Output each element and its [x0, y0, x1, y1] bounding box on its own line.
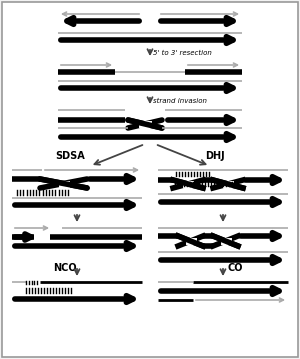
- Text: strand invasion: strand invasion: [153, 98, 207, 104]
- Text: NCO: NCO: [53, 263, 76, 273]
- Text: SDSA: SDSA: [55, 151, 85, 161]
- Text: DHJ: DHJ: [205, 151, 225, 161]
- Text: CO: CO: [228, 263, 244, 273]
- Text: 5' to 3' resection: 5' to 3' resection: [153, 50, 212, 56]
